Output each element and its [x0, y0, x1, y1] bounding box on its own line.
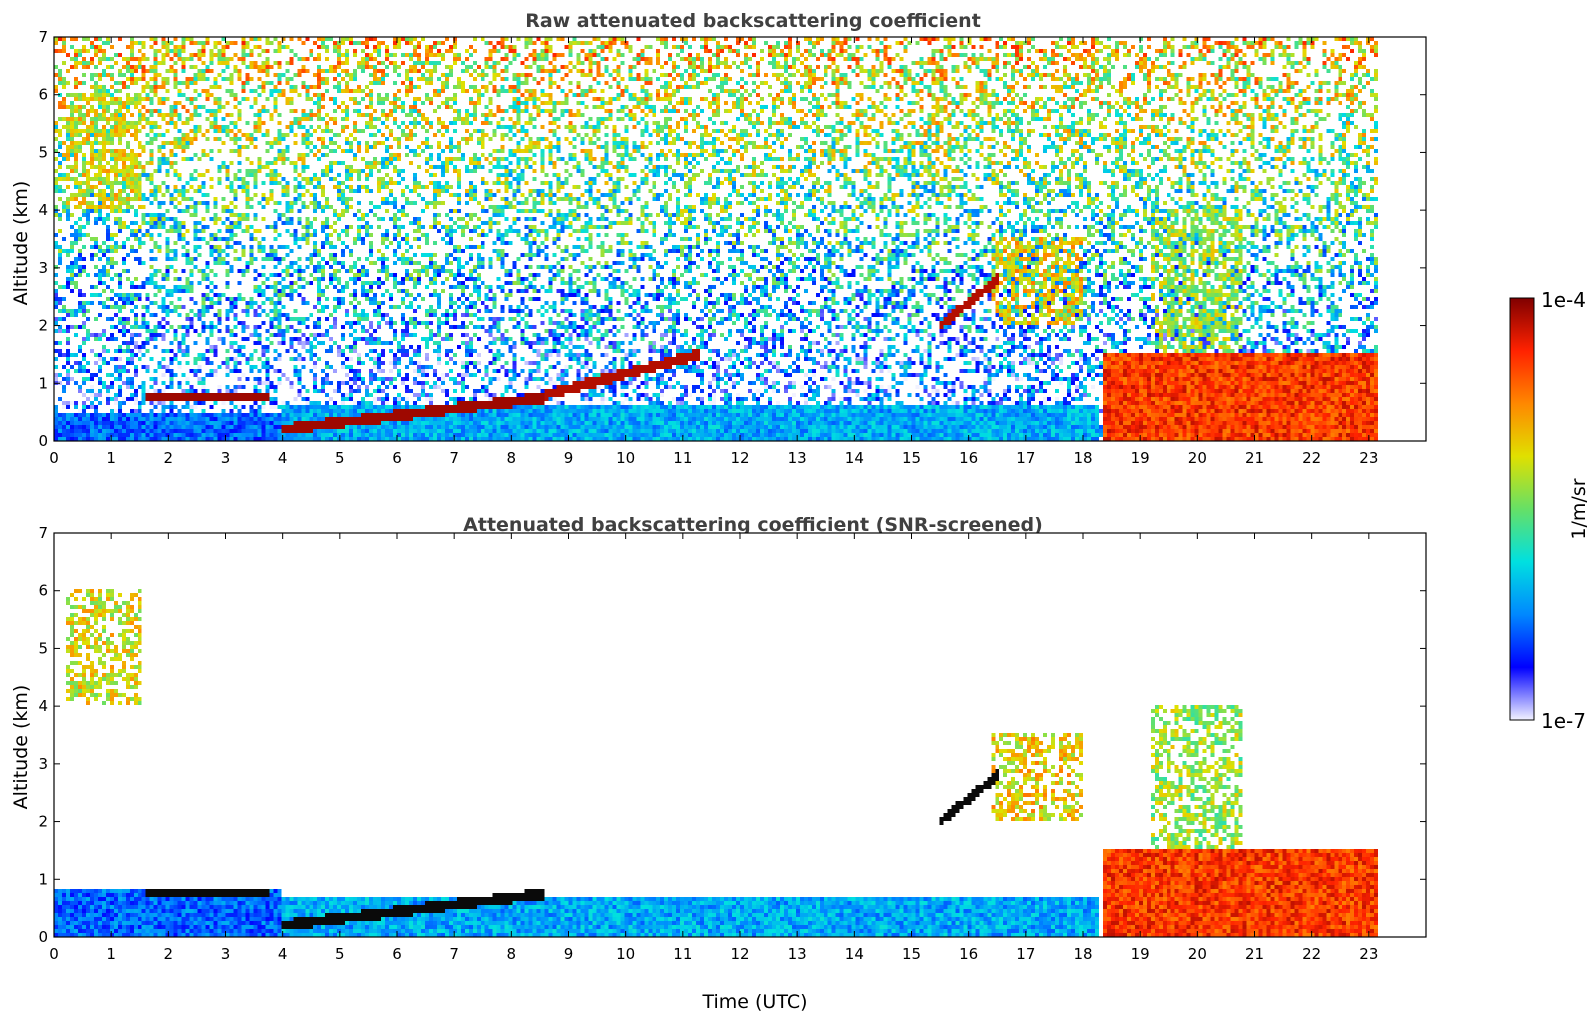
x-tick-label: 6 — [392, 945, 402, 963]
x-tick-label: 16 — [959, 945, 978, 963]
y-axis-label: Altitude (km) — [10, 181, 32, 306]
y-tick-label: 3 — [38, 755, 48, 773]
colorbar-min-label: 1e-7 — [1541, 709, 1586, 733]
x-tick-label: 13 — [788, 945, 807, 963]
x-tick-label: 7 — [449, 449, 459, 467]
y-tick-label: 2 — [38, 317, 48, 335]
x-tick-label: 7 — [449, 945, 459, 963]
raw-backscatter-panel: Raw attenuated backscattering coefficien… — [10, 10, 1427, 467]
x-tick-label: 8 — [507, 945, 517, 963]
axes: 0 1 2 3 4 5 6 7 8 9 10 11 12 13 14 15 16 17 18 19 20 21 22 2301… — [38, 524, 1427, 963]
y-tick-label: 1 — [38, 374, 48, 392]
x-tick-label: 17 — [1016, 449, 1035, 467]
x-tick-label: 1 — [106, 449, 116, 467]
heatmap-cells — [54, 533, 1426, 937]
x-tick-label: 5 — [335, 945, 345, 963]
x-tick-label: 10 — [616, 945, 635, 963]
y-tick-label: 5 — [38, 639, 48, 657]
x-tick-label: 13 — [788, 449, 807, 467]
y-tick-label: 5 — [38, 143, 48, 161]
x-tick-label: 0 — [49, 945, 59, 963]
x-tick-label: 0 — [49, 449, 59, 467]
y-tick-label: 6 — [38, 86, 48, 104]
heatmap-area — [54, 37, 1426, 441]
x-tick-label: 22 — [1302, 449, 1321, 467]
x-tick-label: 3 — [221, 945, 231, 963]
x-tick-label: 11 — [673, 945, 692, 963]
x-tick-label: 15 — [902, 945, 921, 963]
x-tick-label: 5 — [335, 449, 345, 467]
snr-screened-panel: Attenuated backscattering coefficient (S… — [10, 514, 1427, 1013]
x-tick-label: 20 — [1188, 945, 1207, 963]
x-tick-label: 19 — [1131, 945, 1150, 963]
colorbar-gradient — [1509, 297, 1535, 721]
panel-title: Raw attenuated backscattering coefficien… — [525, 10, 981, 32]
y-tick-label: 4 — [38, 201, 48, 219]
x-tick-label: 6 — [392, 449, 402, 467]
x-tick-label: 16 — [959, 449, 978, 467]
x-tick-label: 23 — [1359, 449, 1378, 467]
x-tick-label: 18 — [1073, 945, 1092, 963]
x-tick-label: 9 — [564, 945, 574, 963]
x-tick-label: 8 — [507, 449, 517, 467]
y-tick-label: 7 — [38, 28, 48, 46]
x-tick-label: 20 — [1188, 449, 1207, 467]
heatmap-area — [54, 533, 1426, 937]
colorbar-max-label: 1e-4 — [1541, 288, 1586, 312]
y-tick-label: 3 — [38, 259, 48, 277]
x-tick-label: 2 — [164, 945, 174, 963]
x-tick-label: 18 — [1073, 449, 1092, 467]
y-tick-label: 4 — [38, 697, 48, 715]
x-tick-label: 2 — [164, 449, 174, 467]
x-tick-label: 9 — [564, 449, 574, 467]
x-tick-label: 17 — [1016, 945, 1035, 963]
y-tick-label: 6 — [38, 582, 48, 600]
x-tick-label: 21 — [1245, 449, 1264, 467]
x-axis-label: Time (UTC) — [701, 991, 807, 1013]
x-tick-label: 4 — [278, 449, 288, 467]
x-tick-label: 15 — [902, 449, 921, 467]
heatmap-cells — [54, 37, 1426, 441]
y-tick-label: 0 — [38, 432, 48, 450]
x-tick-label: 14 — [845, 945, 864, 963]
x-tick-label: 1 — [106, 945, 116, 963]
x-tick-label: 21 — [1245, 945, 1264, 963]
x-tick-label: 11 — [673, 449, 692, 467]
colorbar-unit-label: 1/m/sr — [1568, 478, 1590, 539]
y-tick-label: 7 — [38, 524, 48, 542]
y-axis-label: Altitude (km) — [10, 685, 32, 810]
colorbar: 1e-4 1e-7 1/m/sr — [1509, 288, 1590, 733]
x-tick-label: 23 — [1359, 945, 1378, 963]
x-tick-label: 12 — [730, 945, 749, 963]
x-tick-label: 10 — [616, 449, 635, 467]
x-tick-label: 22 — [1302, 945, 1321, 963]
y-tick-label: 1 — [38, 870, 48, 888]
x-tick-label: 14 — [845, 449, 864, 467]
axes: 0 1 2 3 4 5 6 7 8 9 10 11 12 13 14 15 16 17 18 19 20 21 22 2301… — [38, 28, 1427, 467]
x-tick-label: 4 — [278, 945, 288, 963]
x-tick-label: 12 — [730, 449, 749, 467]
y-tick-label: 0 — [38, 928, 48, 946]
y-tick-label: 2 — [38, 813, 48, 831]
x-tick-label: 19 — [1131, 449, 1150, 467]
x-tick-label: 3 — [221, 449, 231, 467]
panel-title: Attenuated backscattering coefficient (S… — [463, 514, 1043, 536]
